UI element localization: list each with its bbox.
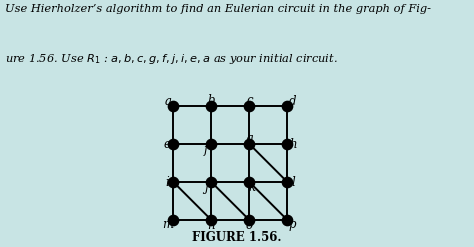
- Point: [246, 142, 253, 146]
- Text: o: o: [246, 219, 253, 232]
- Point: [208, 104, 215, 108]
- Point: [170, 104, 177, 108]
- Point: [170, 218, 177, 222]
- Point: [246, 180, 253, 184]
- Text: g: g: [246, 132, 253, 145]
- Text: j: j: [204, 181, 208, 194]
- Text: m: m: [162, 218, 173, 231]
- Text: b: b: [208, 94, 215, 107]
- Text: l: l: [292, 176, 295, 188]
- Point: [208, 218, 215, 222]
- Text: f: f: [204, 143, 208, 156]
- Text: n: n: [208, 219, 215, 232]
- Point: [283, 180, 291, 184]
- Text: e: e: [164, 138, 171, 150]
- Point: [170, 180, 177, 184]
- Text: Use Hierholzer’s algorithm to find an Eulerian circuit in the graph of Fig-: Use Hierholzer’s algorithm to find an Eu…: [5, 4, 431, 14]
- Text: d: d: [289, 95, 296, 108]
- Text: FIGURE 1.56.: FIGURE 1.56.: [192, 231, 282, 244]
- Point: [246, 218, 253, 222]
- Point: [246, 104, 253, 108]
- Point: [208, 180, 215, 184]
- Text: p: p: [289, 218, 296, 231]
- Text: k: k: [248, 181, 255, 194]
- Text: i: i: [165, 176, 169, 188]
- Point: [283, 218, 291, 222]
- Text: h: h: [290, 138, 297, 150]
- Point: [283, 142, 291, 146]
- Text: a: a: [164, 95, 172, 108]
- Point: [208, 142, 215, 146]
- Text: ure 1.56. Use $R_1$ : $a, b, c, g, f, j, i, e, a$ as your initial circuit.: ure 1.56. Use $R_1$ : $a, b, c, g, f, j,…: [5, 52, 337, 66]
- Point: [170, 142, 177, 146]
- Text: c: c: [246, 94, 253, 107]
- Point: [283, 104, 291, 108]
